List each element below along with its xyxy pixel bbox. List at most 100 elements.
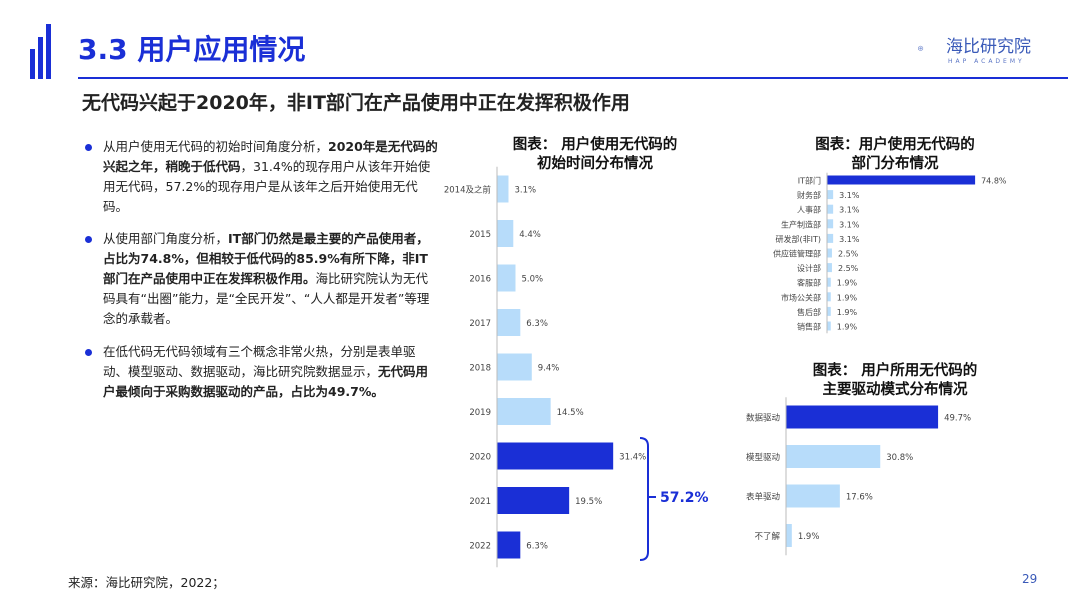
start-year-bar xyxy=(497,398,551,425)
bullet-dot xyxy=(85,349,92,356)
department-value-label: 1.9% xyxy=(837,308,858,317)
start-year-category-label: 2015 xyxy=(469,230,491,240)
department-category-label: 研发部(非IT) xyxy=(776,234,822,244)
department-bar xyxy=(827,263,832,273)
start-year-bar xyxy=(497,309,521,336)
accent-bar-2 xyxy=(38,37,43,79)
department-bar xyxy=(827,175,976,185)
start-year-category-label: 2020 xyxy=(469,453,491,463)
bullet-text: 从用户使用无代码的初始时间角度分析，2020年是无代码的兴起之年，稍晚于低代码，… xyxy=(103,137,440,217)
start-year-bar xyxy=(497,531,521,559)
department-category-label: 财务部 xyxy=(797,190,821,200)
drive-mode-category-label: 不了解 xyxy=(754,531,780,542)
start-year-value-label: 19.5% xyxy=(575,497,602,507)
bullet-text-part: 从使用部门角度分析， xyxy=(103,231,229,246)
chart-title-department: 图表：用户使用无代码的 部门分布情况 xyxy=(790,136,1000,174)
department-value-label: 1.9% xyxy=(837,293,858,302)
start-year-category-label: 2022 xyxy=(469,542,491,552)
chart-title-start-year: 图表： 用户使用无代码的 初始时间分布情况 xyxy=(490,136,700,174)
bullet-text-part: IT部门仍然是最主要的产品使用者，占比为74.8%，但相较于低代码的85.9%有… xyxy=(103,231,429,286)
drive-mode-value-label: 1.9% xyxy=(798,532,820,542)
chart-title-department-line2: 部门分布情况 xyxy=(851,156,939,172)
accent-bar-1 xyxy=(30,49,35,79)
chart-title-start-year-line2: 初始时间分布情况 xyxy=(537,156,653,172)
start-year-value-label: 6.3% xyxy=(526,319,548,329)
department-category-label: IT部门 xyxy=(798,176,821,186)
drive-mode-bar xyxy=(786,445,881,468)
bullet-text-part: ，31.4%的现存用户从该年开始使用无代码，57.2%的现存用户是从该年之后开始… xyxy=(103,159,431,214)
department-bar xyxy=(827,233,834,243)
start-year-value-label: 9.4% xyxy=(538,364,560,374)
department-value-label: 3.1% xyxy=(839,191,860,200)
chart-title-department-line1: 图表：用户使用无代码的 xyxy=(815,137,975,153)
start-year-value-label: 31.4% xyxy=(619,453,646,463)
logo-subtext: HAP ACADEMY xyxy=(948,58,1025,65)
bullet-dot xyxy=(85,144,92,151)
start-year-bar xyxy=(497,175,509,203)
bullet-text-part: 2020年是无代码的兴起之年，稍晚于低代码 xyxy=(103,139,438,174)
bullet-3: 在低代码无代码领域有三个概念非常火热，分别是表单驱动、模型驱动、数据驱动，海比研… xyxy=(85,342,440,402)
start-year-bar xyxy=(497,353,532,381)
bullet-text-part: 在低代码无代码领域有三个概念非常火热，分别是表单驱动、模型驱动、数据驱动，海比研… xyxy=(103,344,416,379)
chart-title-start-year-line1: 图表： 用户使用无代码的 xyxy=(512,137,678,153)
bullet-text: 在低代码无代码领域有三个概念非常火热，分别是表单驱动、模型驱动、数据驱动，海比研… xyxy=(103,342,440,402)
start-year-category-label: 2017 xyxy=(469,319,491,329)
drive-mode-value-label: 30.8% xyxy=(886,453,913,463)
start-year-value-label: 5.0% xyxy=(522,275,544,285)
department-category-label: 销售部 xyxy=(797,322,821,332)
department-bar xyxy=(827,321,831,331)
department-value-label: 3.1% xyxy=(839,206,860,215)
bullet-1: 从用户使用无代码的初始时间角度分析，2020年是无代码的兴起之年，稍晚于低代码，… xyxy=(85,137,440,217)
start-year-category-label: 2018 xyxy=(469,364,491,374)
start-year-category-label: 2019 xyxy=(469,408,491,418)
source-note: 来源：海比研究院，2022； xyxy=(68,575,225,590)
chart-title-drive-mode-line2: 主要驱动模式分布情况 xyxy=(822,382,968,398)
department-bar xyxy=(827,204,834,214)
start-year-bar xyxy=(497,442,614,470)
bracket-2020-2022 xyxy=(639,437,649,561)
department-category-label: 生产制造部 xyxy=(781,219,821,229)
department-category-label: 客服部 xyxy=(797,278,821,288)
department-value-label: 2.5% xyxy=(838,264,859,273)
department-value-label: 74.8% xyxy=(981,177,1007,186)
department-bar xyxy=(827,306,831,316)
chart-title-drive-mode: 图表： 用户所用无代码的 主要驱动模式分布情况 xyxy=(790,362,1000,400)
department-value-label: 2.5% xyxy=(838,250,859,259)
accent-bar-3 xyxy=(46,24,51,79)
start-year-value-label: 4.4% xyxy=(519,230,541,240)
department-value-label: 1.9% xyxy=(837,279,858,288)
department-category-label: 设计部 xyxy=(797,263,821,273)
department-value-label: 3.1% xyxy=(839,235,860,244)
department-category-label: 市场公关部 xyxy=(781,292,821,302)
start-year-value-label: 6.3% xyxy=(526,542,548,552)
drive-mode-bar xyxy=(786,484,840,508)
department-bar xyxy=(827,190,834,200)
start-year-value-label: 14.5% xyxy=(557,408,584,418)
page-number: 29 xyxy=(1022,572,1038,586)
drive-mode-value-label: 49.7% xyxy=(944,414,971,424)
start-year-bar xyxy=(497,220,514,247)
drive-mode-category-label: 表单驱动 xyxy=(746,492,781,503)
page-title: 3.3 用户应用情况 xyxy=(78,33,306,66)
drive-mode-bar xyxy=(786,405,939,429)
department-value-label: 3.1% xyxy=(839,220,860,229)
department-bar xyxy=(827,248,832,258)
department-bar xyxy=(827,219,834,229)
annotation-57-2: 57.2% xyxy=(660,490,709,506)
bullet-2: 从使用部门角度分析，IT部门仍然是最主要的产品使用者，占比为74.8%，但相较于… xyxy=(85,229,440,329)
department-bar xyxy=(827,292,831,302)
title-divider xyxy=(78,77,1068,79)
department-category-label: 供应链管理部 xyxy=(773,249,821,259)
bullet-text-part: 无代码用户最倾向于采购数据驱动的产品，占比为49.7%。 xyxy=(103,364,429,399)
department-value-label: 1.9% xyxy=(837,323,858,332)
department-bar xyxy=(827,277,831,287)
drive-mode-category-label: 模型驱动 xyxy=(746,452,781,463)
start-year-bar xyxy=(497,487,570,514)
hap-logo-icon xyxy=(918,45,924,52)
drive-mode-value-label: 17.6% xyxy=(846,493,873,503)
start-year-value-label: 3.1% xyxy=(514,186,536,196)
drive-mode-bar xyxy=(786,524,792,547)
bullet-text: 从使用部门角度分析，IT部门仍然是最主要的产品使用者，占比为74.8%，但相较于… xyxy=(103,229,440,329)
department-category-label: 人事部 xyxy=(797,205,821,215)
